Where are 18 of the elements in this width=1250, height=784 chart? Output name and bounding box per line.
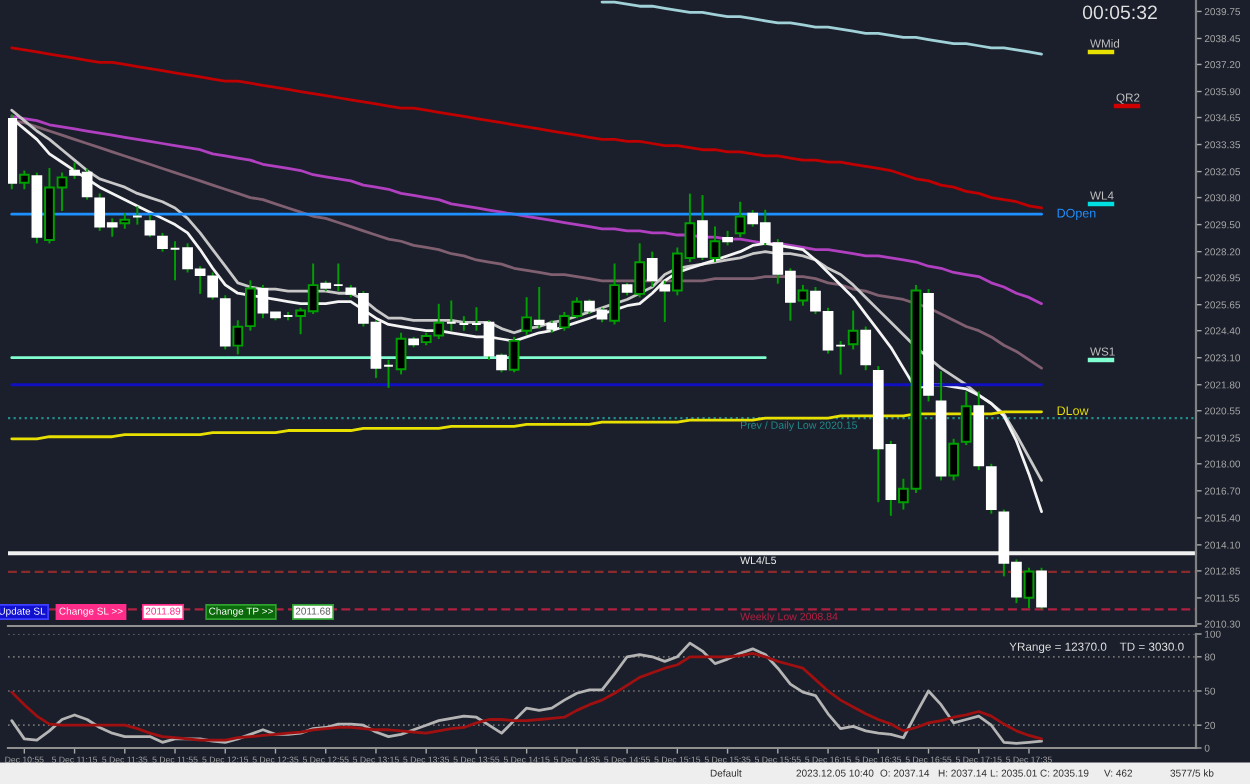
candlestick xyxy=(508,335,520,374)
candlestick xyxy=(395,331,407,376)
line-series xyxy=(10,115,1043,306)
candlestick xyxy=(960,390,972,447)
candlestick xyxy=(985,462,997,515)
text: 00:05:32 xyxy=(1082,5,1157,20)
candlestick xyxy=(1023,566,1035,609)
candlestick xyxy=(609,262,620,326)
candlestick xyxy=(709,225,721,264)
candlestick xyxy=(521,296,533,336)
candlestick xyxy=(18,169,30,191)
line-series xyxy=(10,46,1043,210)
line-series xyxy=(600,0,1043,56)
candlestick xyxy=(847,309,859,351)
candlestick xyxy=(144,214,156,239)
candlestick xyxy=(634,242,646,299)
candlestick xyxy=(948,437,959,482)
candlestick xyxy=(734,200,746,239)
